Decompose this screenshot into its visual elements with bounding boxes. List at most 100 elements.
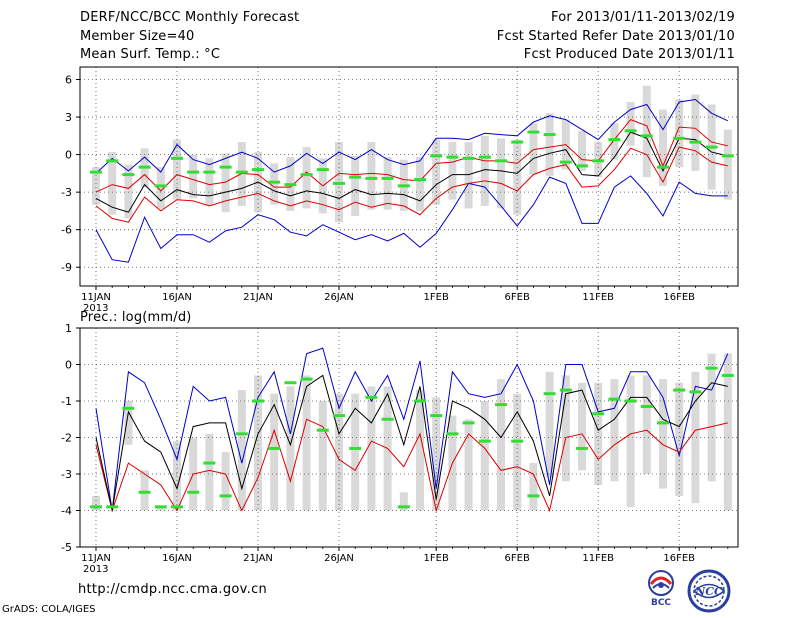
- spread-box: [270, 393, 279, 511]
- grid-lines: [80, 328, 738, 547]
- observed-marker: [414, 399, 426, 403]
- observed-marker: [90, 170, 102, 174]
- spread-box: [464, 419, 473, 511]
- observed-marker: [365, 176, 378, 180]
- y-tick-label: 3: [65, 111, 72, 124]
- spread-box: [399, 492, 408, 511]
- spread-box: [594, 382, 603, 485]
- spread-box: [561, 375, 570, 482]
- spread-box: [464, 142, 473, 209]
- observed-marker: [138, 490, 151, 494]
- spread-box: [351, 393, 360, 511]
- observed-marker: [495, 159, 507, 163]
- spread-box: [156, 167, 165, 209]
- observed-marker: [640, 134, 653, 138]
- observed-marker: [527, 494, 540, 498]
- spread-box: [254, 375, 262, 511]
- observed-marker: [478, 439, 491, 443]
- spread-box: [173, 441, 181, 511]
- spread-box: [529, 123, 538, 175]
- observed-marker: [300, 377, 313, 381]
- spread-box: [675, 99, 684, 168]
- observed-marker: [657, 421, 669, 425]
- x-tick-label: 21JAN: [243, 292, 273, 303]
- observed-marker: [430, 154, 443, 158]
- series-line-min: [95, 175, 728, 263]
- observed-marker: [576, 446, 588, 450]
- observed-marker: [721, 154, 734, 158]
- observed-marker: [559, 160, 572, 164]
- y-tick-label: 1: [65, 322, 72, 335]
- observed-marker: [624, 129, 637, 133]
- observed-marker: [721, 373, 734, 377]
- spread-box: [416, 390, 424, 511]
- spread-box: [124, 164, 133, 219]
- observed-marker: [187, 490, 200, 494]
- observed-marker: [397, 184, 410, 188]
- observed-marker: [559, 388, 572, 392]
- x-tick-label: 6FEB: [505, 292, 530, 303]
- spread-box: [108, 152, 117, 215]
- observed-marker: [187, 170, 200, 174]
- observed-marker: [284, 183, 297, 187]
- x-tick-year: 2013: [83, 564, 108, 575]
- spread-box: [545, 371, 554, 478]
- observed-marker: [624, 399, 637, 403]
- spread-box: [723, 353, 732, 511]
- observed-marker: [397, 505, 410, 509]
- spread-box: [140, 470, 149, 511]
- x-tick-label: 21JAN: [243, 553, 273, 564]
- observed-marker: [527, 130, 540, 134]
- observed-marker: [171, 156, 183, 160]
- observed-marker: [592, 159, 605, 163]
- spread-box: [156, 506, 165, 511]
- x-tick-label: 11JAN: [81, 553, 111, 564]
- observed-marker: [300, 173, 313, 177]
- spread-box: [173, 139, 181, 200]
- y-tick-label: 0: [65, 359, 72, 372]
- x-tick-label: 11FEB: [582, 292, 614, 303]
- series-line-lower-quartile: [95, 146, 728, 223]
- x-tick-label: 26JAN: [324, 553, 354, 564]
- member-size: Member Size=40: [80, 29, 195, 44]
- observed-marker: [673, 136, 686, 140]
- spread-box: [578, 130, 586, 171]
- observed-marker: [154, 184, 167, 188]
- spread-box: [367, 142, 376, 210]
- spread-box: [432, 397, 441, 511]
- spread-box: [318, 401, 327, 511]
- spread-box: [302, 375, 311, 511]
- spread-box: [529, 463, 538, 511]
- spread-box: [205, 433, 214, 511]
- observed-marker: [106, 505, 119, 509]
- observed-marker: [608, 138, 621, 142]
- spread-box: [383, 157, 392, 210]
- spread-box: [367, 386, 376, 511]
- observed-marker: [462, 156, 475, 160]
- y-tick-label: -2: [61, 432, 72, 445]
- spread-box: [221, 153, 230, 213]
- observed-marker: [106, 159, 119, 163]
- spread-box: [659, 109, 667, 186]
- observed-marker: [235, 170, 248, 174]
- observed-marker: [608, 397, 621, 401]
- observed-marker: [333, 181, 345, 185]
- x-tick-label: 6FEB: [505, 553, 530, 564]
- temp-panel-title: Mean Surf. Temp.: °C: [80, 47, 221, 62]
- observed-marker: [349, 446, 362, 450]
- grads-credit: GrADS: COLA/IGES: [2, 604, 96, 615]
- spread-box: [610, 379, 619, 482]
- observed-marker: [592, 412, 605, 416]
- observed-marker: [154, 505, 167, 509]
- observed-marker: [365, 395, 378, 399]
- spread-box: [286, 386, 295, 511]
- observed-marker: [705, 145, 718, 149]
- spread-box: [270, 163, 279, 205]
- series-line-upper-quartile: [95, 119, 728, 193]
- x-tick-label: 26JAN: [324, 292, 354, 303]
- spread-box: [237, 142, 246, 206]
- observed-marker: [90, 505, 102, 509]
- observed-marker: [333, 414, 345, 418]
- fcst-produced-date: Fcst Produced Date 2013/01/11: [523, 47, 735, 62]
- source-url[interactable]: http://cmdp.ncc.cma.gov.cn: [78, 582, 268, 597]
